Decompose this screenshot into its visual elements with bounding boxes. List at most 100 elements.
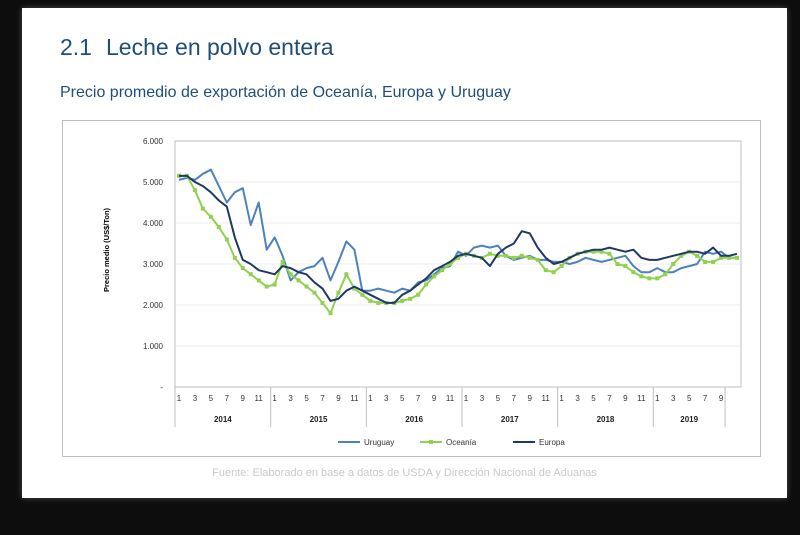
- data-point-oceania: [320, 300, 325, 305]
- x-tick-label: 5: [591, 394, 596, 403]
- x-tick-label: 3: [480, 394, 485, 403]
- x-tick-label: 7: [416, 394, 421, 403]
- data-point-oceania: [607, 251, 612, 256]
- data-point-oceania: [272, 282, 277, 287]
- data-point-oceania: [192, 188, 197, 193]
- year-label: 2016: [405, 415, 423, 424]
- data-point-oceania: [615, 262, 620, 266]
- data-point-oceania: [232, 255, 237, 260]
- series-line-europa: [179, 174, 738, 304]
- data-point-oceania: [703, 259, 708, 264]
- data-point-oceania: [264, 284, 269, 289]
- data-point-oceania: [663, 272, 668, 277]
- data-point-oceania: [535, 257, 540, 262]
- x-tick-label: 7: [320, 394, 325, 403]
- data-point-oceania: [599, 249, 604, 254]
- legend: Uruguay Oceanía Europa: [338, 438, 565, 447]
- x-tick-label: 7: [607, 394, 612, 403]
- data-point-oceania: [416, 292, 421, 297]
- y-tick-label: -: [160, 383, 163, 392]
- data-point-oceania: [248, 272, 253, 277]
- x-tick-label: 1: [655, 394, 660, 403]
- y-tick-label: 5.000: [143, 178, 164, 187]
- data-point-oceania: [711, 259, 716, 264]
- x-tick-label: 11: [542, 394, 551, 403]
- data-point-oceania: [456, 255, 460, 260]
- data-point-oceania: [368, 298, 373, 303]
- section-title: Leche en polvo entera: [105, 34, 334, 60]
- y-axis-label: Precio medio (US$/Ton): [102, 207, 111, 292]
- x-tick-label: 7: [703, 394, 708, 403]
- data-point-oceania: [551, 270, 556, 275]
- slide: 2.1 Leche en polvo entera Precio promedio…: [22, 8, 787, 498]
- data-point-oceania: [440, 268, 445, 273]
- x-tick-label: 9: [719, 394, 724, 403]
- x-tick-label: 11: [637, 394, 646, 403]
- data-point-oceania: [344, 272, 349, 277]
- chart-panel: -1.000 2.000 3.000 4.000 5.000 6.000 1 3 5 7 9 11 1…: [62, 120, 761, 457]
- x-tick-label: 3: [575, 394, 580, 403]
- x-tick-label: 5: [209, 394, 214, 403]
- data-point-oceania: [328, 311, 333, 316]
- x-tick-label: 9: [336, 394, 341, 403]
- section-number: 2.1: [60, 34, 92, 60]
- x-tick-label: 1: [177, 394, 182, 403]
- data-point-oceania: [360, 292, 365, 297]
- data-point-oceania: [240, 266, 245, 271]
- year-label: 2017: [501, 415, 519, 424]
- x-tick-label: 3: [671, 394, 676, 403]
- data-point-oceania: [424, 282, 429, 287]
- x-tick-label: 11: [255, 394, 264, 403]
- source-note: Fuente: Elaborado en base a datos de USD…: [212, 467, 597, 479]
- data-point-oceania: [735, 255, 739, 260]
- legend-label-uruguay: Uruguay: [364, 438, 394, 447]
- data-point-oceania: [647, 276, 652, 281]
- data-point-oceania: [679, 253, 684, 258]
- chart-subtitle: Precio promedio de exportación de Oceaní…: [60, 84, 511, 101]
- x-tick-label: 1: [559, 394, 564, 403]
- x-tick-label: 5: [496, 394, 501, 403]
- data-point-oceania: [432, 274, 437, 279]
- data-point-oceania: [216, 225, 221, 230]
- data-point-oceania: [519, 253, 524, 258]
- legend-marker-oceania: [429, 440, 433, 444]
- data-point-oceania: [727, 255, 732, 260]
- data-point-oceania: [208, 214, 213, 219]
- data-point-oceania: [376, 300, 381, 305]
- data-point-oceania: [304, 284, 309, 289]
- y-tick-label: 3.000: [143, 260, 164, 269]
- x-tick-label: 5: [687, 394, 692, 403]
- x-tick-label: 1: [464, 394, 469, 403]
- gridlines: [174, 140, 742, 388]
- data-point-oceania: [559, 264, 564, 269]
- data-point-oceania: [256, 278, 261, 283]
- x-tick-label: 3: [288, 394, 293, 403]
- x-tick-label: 7: [512, 394, 517, 403]
- y-tick-label: 6.000: [143, 137, 164, 146]
- y-axis: - 1.000 2.000 3.000 4.000 5.000 6.000: [143, 137, 164, 392]
- legend-label-oceania: Oceanía: [446, 438, 477, 447]
- x-tick-label: 5: [400, 394, 405, 403]
- data-point-oceania: [503, 253, 508, 258]
- legend-label-europa: Europa: [539, 438, 565, 447]
- data-point-oceania: [631, 270, 636, 275]
- data-point-oceania: [671, 262, 676, 266]
- data-point-oceania: [639, 274, 644, 279]
- x-tick-label: 11: [350, 394, 359, 403]
- data-point-oceania: [408, 296, 413, 301]
- data-point-oceania: [655, 276, 660, 281]
- year-label: 2014: [214, 415, 232, 424]
- x-tick-label: 1: [368, 394, 373, 403]
- x-axis: 1 3 5 7 9 11 1 3 5 7 9 11 1 3 5 7 9 11 1 3 5 7 9 11 1 3 5 7 9 11 1 3 5 7 9…: [174, 387, 726, 427]
- year-label: 2018: [597, 415, 615, 424]
- x-tick-label: 9: [528, 394, 533, 403]
- x-tick-label: 3: [384, 394, 389, 403]
- year-label: 2019: [680, 415, 698, 424]
- data-point-oceania: [296, 278, 301, 283]
- data-point-oceania: [487, 251, 492, 256]
- data-point-oceania: [400, 298, 405, 303]
- data-point-oceania: [200, 206, 205, 211]
- data-point-oceania: [623, 264, 628, 269]
- data-point-oceania: [695, 253, 700, 258]
